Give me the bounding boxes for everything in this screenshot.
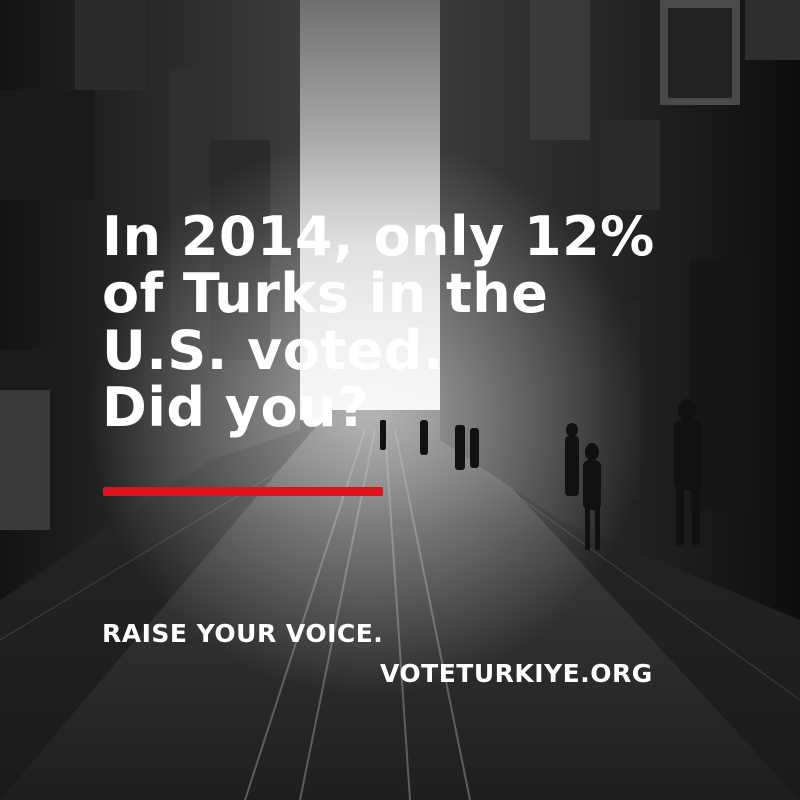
tagline: RAISE YOUR VOICE. (102, 619, 384, 648)
headline-line-4: Did you? (102, 376, 369, 439)
headline-line-2: of Turks in the (102, 262, 549, 325)
headline-line-3: U.S. voted. (102, 319, 444, 382)
headline: In 2014, only 12% of Turks in the U.S. v… (102, 208, 655, 436)
red-underline (103, 487, 383, 496)
headline-line-1: In 2014, only 12% (102, 205, 655, 268)
website-link[interactable]: VOTETURKIYE.ORG (380, 659, 653, 688)
pedestrians (380, 399, 702, 550)
